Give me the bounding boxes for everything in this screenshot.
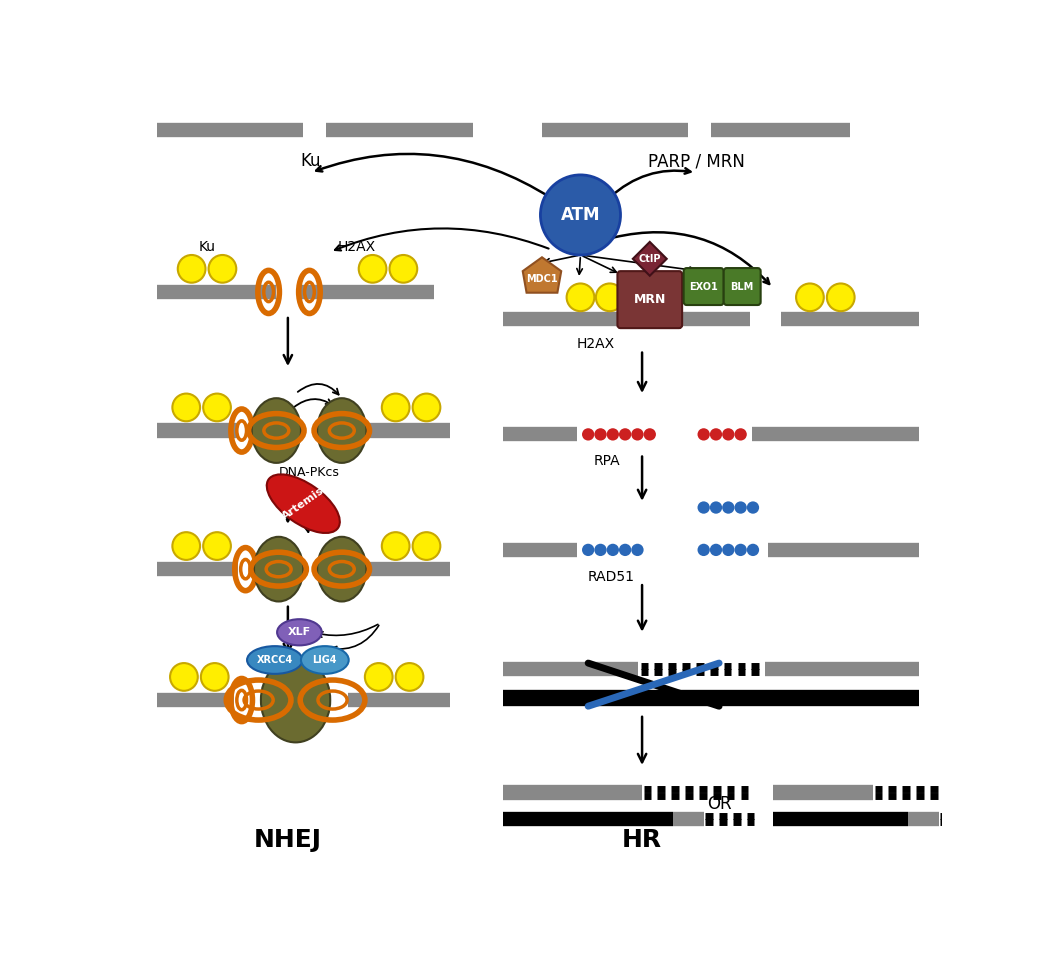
Circle shape: [697, 428, 710, 440]
Circle shape: [607, 544, 620, 556]
Circle shape: [722, 544, 735, 556]
Ellipse shape: [267, 475, 340, 533]
Circle shape: [413, 532, 440, 560]
FancyBboxPatch shape: [684, 268, 723, 305]
Circle shape: [747, 544, 759, 556]
Circle shape: [177, 255, 206, 282]
Ellipse shape: [277, 619, 321, 645]
Ellipse shape: [254, 537, 303, 602]
Circle shape: [382, 532, 410, 560]
Ellipse shape: [301, 646, 349, 674]
Text: OR: OR: [707, 795, 732, 813]
Circle shape: [620, 544, 631, 556]
Circle shape: [827, 283, 855, 311]
Text: H2AX: H2AX: [338, 240, 376, 255]
Circle shape: [631, 544, 644, 556]
Circle shape: [594, 428, 607, 440]
Circle shape: [541, 175, 621, 255]
Circle shape: [359, 255, 386, 282]
Text: Ku: Ku: [198, 240, 215, 255]
FancyBboxPatch shape: [723, 268, 760, 305]
Circle shape: [697, 501, 710, 514]
Circle shape: [172, 532, 201, 560]
Circle shape: [644, 428, 656, 440]
Text: ATM: ATM: [561, 206, 601, 224]
Ellipse shape: [261, 657, 330, 743]
Circle shape: [607, 428, 620, 440]
Text: H2AX: H2AX: [576, 337, 615, 350]
Circle shape: [390, 255, 417, 282]
Polygon shape: [633, 242, 667, 276]
Text: HR: HR: [622, 828, 663, 852]
Circle shape: [594, 544, 607, 556]
Text: RPA: RPA: [594, 455, 621, 468]
Circle shape: [204, 532, 231, 560]
Circle shape: [382, 393, 410, 421]
FancyBboxPatch shape: [617, 271, 682, 328]
Circle shape: [697, 544, 710, 556]
Circle shape: [796, 283, 824, 311]
Circle shape: [620, 428, 631, 440]
Circle shape: [596, 283, 624, 311]
Circle shape: [722, 501, 735, 514]
Polygon shape: [523, 257, 561, 293]
Text: MRN: MRN: [633, 293, 666, 306]
Text: XLF: XLF: [288, 627, 311, 637]
Circle shape: [710, 428, 722, 440]
Text: NHEJ: NHEJ: [254, 828, 322, 852]
Circle shape: [204, 393, 231, 421]
Circle shape: [170, 663, 197, 691]
Circle shape: [722, 428, 735, 440]
Text: Artemis: Artemis: [280, 485, 327, 522]
Circle shape: [735, 501, 747, 514]
Text: LIG4: LIG4: [313, 655, 337, 665]
Ellipse shape: [317, 537, 366, 602]
Circle shape: [582, 428, 594, 440]
Circle shape: [209, 255, 236, 282]
Ellipse shape: [252, 398, 301, 463]
Circle shape: [710, 501, 722, 514]
Circle shape: [413, 393, 440, 421]
Circle shape: [172, 393, 201, 421]
Circle shape: [567, 283, 594, 311]
Text: CtIP: CtIP: [638, 254, 662, 264]
Text: RAD51: RAD51: [588, 569, 635, 584]
Text: PARP / MRN: PARP / MRN: [648, 152, 744, 170]
Text: Ku: Ku: [300, 152, 321, 170]
Circle shape: [396, 663, 423, 691]
Circle shape: [582, 544, 594, 556]
Text: MDC1: MDC1: [526, 274, 558, 284]
Circle shape: [201, 663, 229, 691]
Text: XRCC4: XRCC4: [256, 655, 293, 665]
Circle shape: [365, 663, 393, 691]
Circle shape: [747, 501, 759, 514]
Circle shape: [631, 428, 644, 440]
Circle shape: [735, 428, 747, 440]
Circle shape: [710, 544, 722, 556]
Circle shape: [735, 544, 747, 556]
Text: BLM: BLM: [731, 281, 754, 292]
Text: DNA-PKcs: DNA-PKcs: [279, 466, 340, 479]
Text: EXO1: EXO1: [689, 281, 718, 292]
Ellipse shape: [317, 398, 366, 463]
Ellipse shape: [247, 646, 302, 674]
